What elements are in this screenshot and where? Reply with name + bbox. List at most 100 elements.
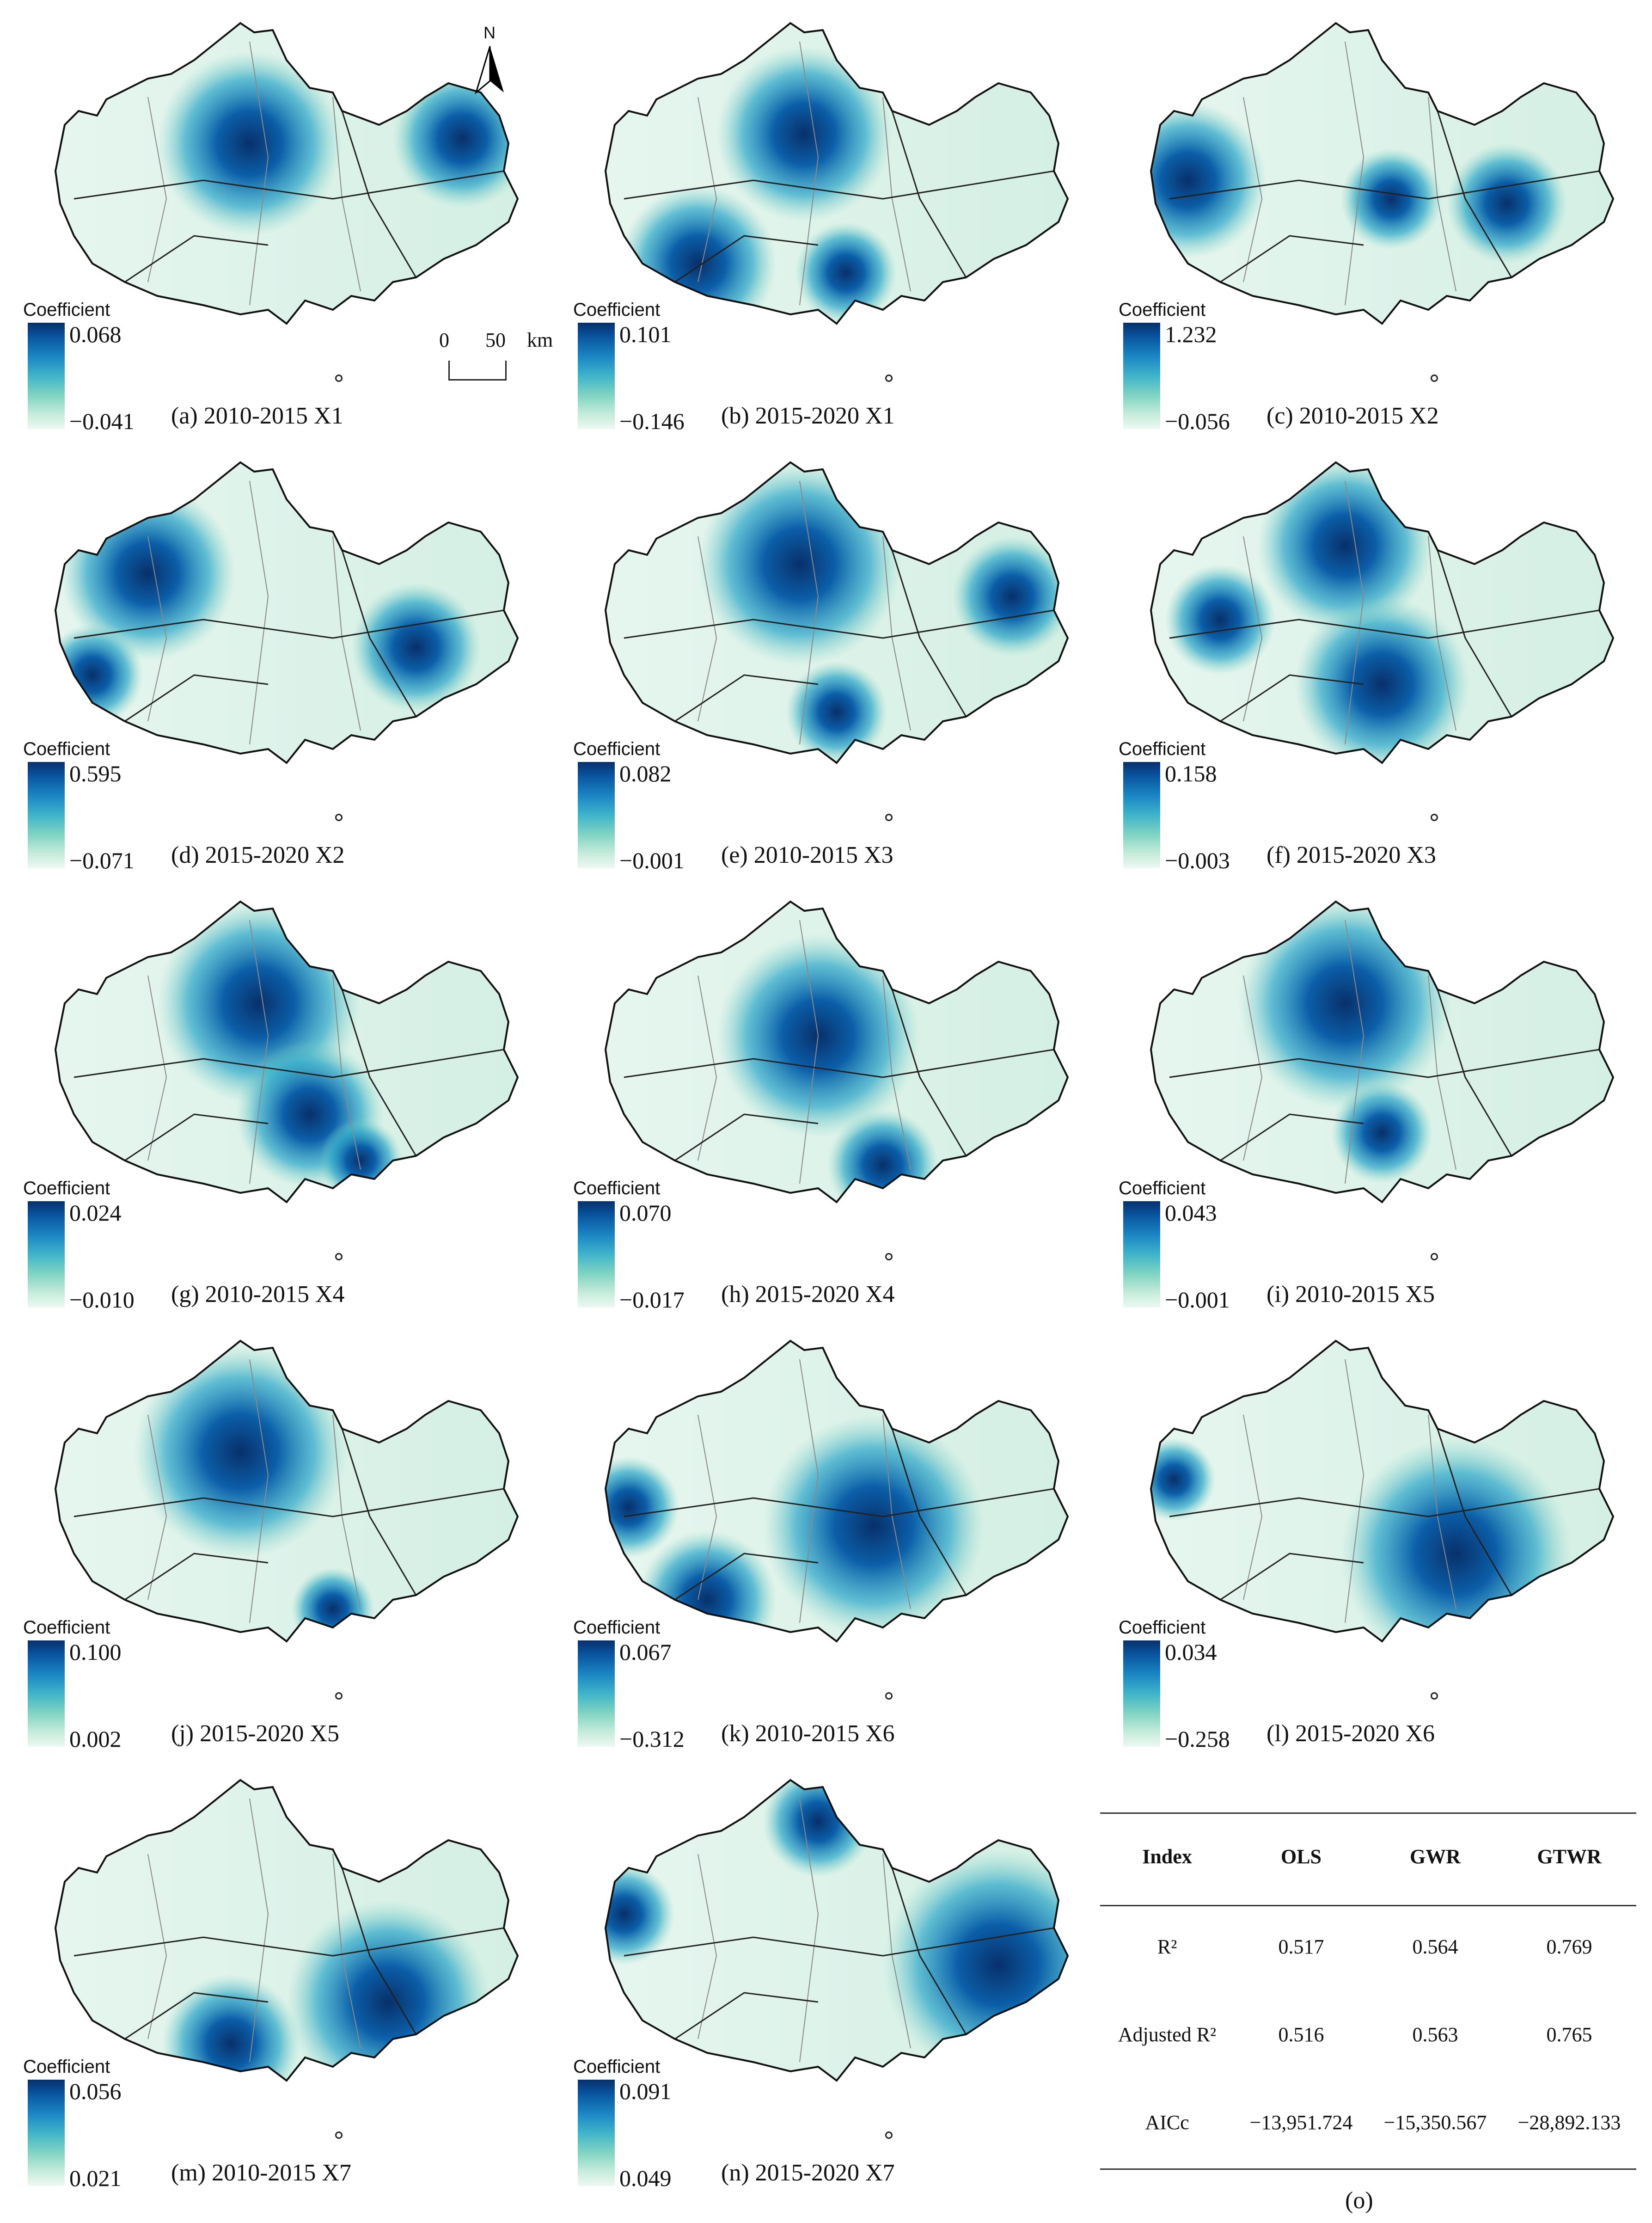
county-boundary [1243,975,1263,1161]
legend-title: Coefficient [1119,1617,1206,1638]
county-boundary [624,1488,1054,1517]
county-boundary [1437,1428,1512,1596]
legend-color-bar [578,762,615,868]
region-outline [1150,1339,1615,1643]
map-panel-d: Coefficient 0.595 −0.071 (d) 2015-2020 X… [9,444,541,874]
county-boundary [1243,97,1263,282]
county-boundary [624,609,1054,639]
table-cell: 0.564 [1412,1935,1458,1958]
hotspot-circle [351,583,481,712]
legend-min: 0.021 [69,2165,122,2191]
legend-title: Coefficient [1119,1178,1206,1198]
coefficient-map [54,900,519,1204]
county-boundary [73,170,504,200]
hotspot-circle [763,1415,985,1637]
legend-title: Coefficient [573,1178,661,1198]
county-boundary [124,235,269,283]
island-marker [335,1692,343,1700]
hotspot-circle [55,624,143,726]
legend-min: −0.010 [69,1287,135,1313]
model-comparison-table: Index OLS GWR GTWR R² 0.517 0.564 0.769 … [1100,1812,1636,2214]
table-header-index: Index [1142,1845,1192,1868]
coefficient-map [1150,22,1615,325]
map-panel-b: Coefficient 0.101 −0.146 (b) 2015-2020 X… [559,5,1091,435]
island-marker [1431,814,1438,821]
county-boundary [799,480,819,745]
county-boundary [891,989,967,1156]
map-panel-c: Coefficient 1.232 −0.056 (c) 2010-2015 X… [1105,5,1636,435]
north-label: N [483,23,496,42]
legend-min: −0.312 [619,1726,685,1752]
legend-max: 0.056 [69,2078,122,2104]
county-boundary [341,1428,417,1596]
legend-min: −0.146 [619,408,685,434]
county-boundary [147,1414,167,1600]
coefficient-map [604,22,1069,325]
panel-caption: (c) 2010-2015 X2 [1267,403,1439,429]
county-boundary [698,1414,717,1600]
coefficient-map [54,1779,519,2082]
island-marker [335,375,343,382]
panel-caption: (g) 2010-2015 X4 [171,1281,345,1308]
region-outline [604,1779,1069,2082]
legend-color-bar [28,323,65,429]
map-panel-f: Coefficient 0.158 −0.003 (f) 2015-2020 X… [1105,444,1636,874]
county-boundary [1428,975,1456,1170]
legend-min: −0.001 [619,847,685,873]
county-boundary [882,1854,911,2049]
county-boundary [674,674,819,722]
county-boundary [124,674,269,722]
county-boundary [1428,97,1456,292]
map-panel-j: Coefficient 0.100 0.002 (j) 2015-2020 X5 [9,1322,541,1752]
county-boundary [124,1113,269,1161]
hotspot-circle [952,536,1068,657]
county-boundary [332,975,361,1170]
panel-caption: (i) 2010-2015 X5 [1267,1281,1435,1308]
county-boundary [1169,170,1600,200]
legend-title: Coefficient [23,1178,110,1198]
county-boundary [891,1428,967,1596]
map-panel-h: Coefficient 0.070 −0.017 (h) 2015-2020 X… [559,883,1091,1313]
legend-max: 0.082 [619,761,672,786]
county-boundary [799,1798,819,2063]
hotspot-circle [698,462,901,666]
panel-caption: (j) 2015-2020 X5 [171,1720,339,1747]
hotspot-circle [134,1345,347,1558]
county-boundary [799,920,819,1184]
legend-title: Coefficient [573,2057,661,2077]
county-boundary [799,1359,819,1623]
table-row-label: R² [1157,1935,1177,1958]
county-boundary [698,97,717,282]
table-cell: 0.516 [1278,2023,1324,2046]
legend-max: 0.070 [619,1200,672,1226]
county-boundary [882,1414,911,1609]
region-outline [604,1339,1069,1643]
legend-max: 1.232 [1165,321,1217,347]
map-panel-n: Coefficient 0.091 0.049 (n) 2015-2020 X7 [559,1762,1091,2192]
legend-max: 0.067 [619,1639,672,1665]
table-cell: 0.769 [1546,1935,1592,1958]
legend-max: 0.034 [1165,1639,1217,1665]
county-boundary [1428,536,1456,731]
table-header-ols: OLS [1280,1845,1322,1868]
panel-caption: (n) 2015-2020 X7 [721,2160,895,2186]
hotspot-circle [319,1119,402,1202]
map-panel-e: Coefficient 0.082 −0.001 (e) 2010-2015 X… [559,444,1091,874]
panel-caption: (k) 2010-2015 X6 [721,1720,895,1747]
hotspot-circle [1151,1438,1216,1521]
region-outline [604,461,1069,764]
map-panel-g: Coefficient 0.024 −0.010 (g) 2010-2015 X… [9,883,541,1313]
table-row-label: Adjusted R² [1118,2023,1217,2046]
coefficient-map [54,461,519,764]
county-boundary [1169,609,1600,639]
hotspot-circle [1340,148,1442,250]
island-marker [1431,1692,1438,1700]
county-boundary [341,111,417,278]
legend-max: 0.091 [619,2078,672,2104]
island-marker [885,1253,893,1260]
legend-max: 0.024 [69,1200,122,1226]
map-hotspot [604,900,1069,1204]
hotspot-circle [1294,596,1470,763]
scale-zero: 0 [439,329,449,351]
legend-color-bar [28,1201,65,1308]
